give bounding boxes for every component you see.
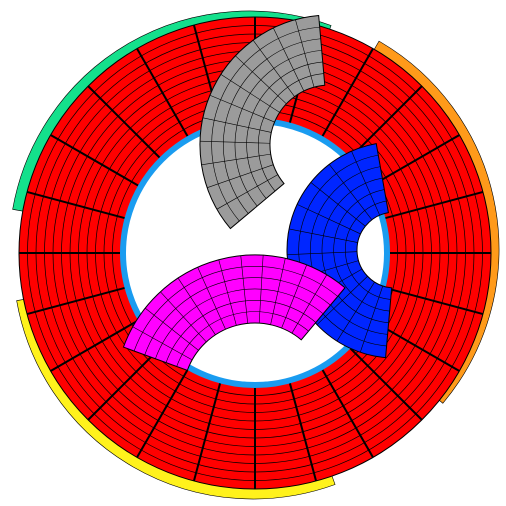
- ring-radial-line: [384, 286, 484, 316]
- gray-block: [199, 14, 326, 230]
- magenta-block-grid-line: [144, 307, 199, 351]
- gray-block-grid-line: [235, 55, 287, 105]
- magenta-block: [122, 254, 346, 372]
- magenta-block-grid-line: [258, 255, 264, 324]
- magenta-block-fill: [122, 254, 346, 372]
- gray-block-grid-line: [209, 94, 275, 123]
- blue-block-grid-line: [329, 164, 373, 221]
- gray-block-grid-line: [207, 164, 274, 188]
- ring-radial-line: [87, 347, 161, 421]
- blue-block-grid-line: [336, 281, 375, 342]
- ring-radial-line: [87, 85, 161, 159]
- ring-radial-line: [384, 190, 484, 220]
- blue-block-grid-line: [310, 182, 366, 227]
- magenta-block-grid-line: [291, 274, 328, 334]
- gray-block-grid-line: [201, 153, 271, 166]
- magenta-block-grid-line: [197, 267, 226, 330]
- gray-block-grid-line: [220, 74, 280, 113]
- blue-block-grid-line: [287, 251, 358, 256]
- magenta-block-grid-line: [281, 264, 307, 329]
- gray-block-grid-line: [202, 117, 272, 133]
- inner-blocks: [122, 14, 393, 372]
- ring-radial-line: [370, 134, 460, 187]
- magenta-block-grid-line: [240, 255, 248, 324]
- ring-radial-line: [26, 190, 126, 220]
- blue-block-grid-line: [351, 151, 380, 216]
- ring-radial-line: [321, 368, 374, 458]
- magenta-block-grid-line: [270, 258, 286, 325]
- ring-radial-line: [192, 382, 222, 482]
- ring-radial-line: [136, 48, 189, 138]
- magenta-block-grid-line: [218, 259, 237, 326]
- magenta-block-grid-line: [132, 326, 193, 361]
- magenta-block-grid-line: [177, 277, 216, 336]
- gray-block-grid-line: [295, 19, 315, 88]
- ring-radial-line: [349, 85, 423, 159]
- gray-block-grid-line: [216, 174, 278, 210]
- blue-block-grid-line: [360, 285, 384, 353]
- blue-block-grid-line: [289, 228, 358, 243]
- blue-block-grid-line: [296, 204, 361, 235]
- blue-block-grid-line: [316, 276, 368, 325]
- gray-block-grid-line: [200, 140, 271, 144]
- annular-ring: [18, 16, 492, 490]
- ring-radial-line: [50, 319, 140, 372]
- ring-radial-line: [50, 134, 140, 187]
- ring-radial-line: [349, 347, 423, 421]
- gray-block-grid-line: [273, 27, 305, 92]
- ring-radial-line: [321, 48, 374, 138]
- ring-outer-edge: [18, 16, 492, 490]
- gray-block-grid-line: [252, 39, 295, 97]
- ring-radial-line: [26, 286, 126, 316]
- ring-radial-line: [288, 382, 318, 482]
- magenta-block-grid-line: [160, 291, 207, 343]
- ring-radial-line: [136, 368, 189, 458]
